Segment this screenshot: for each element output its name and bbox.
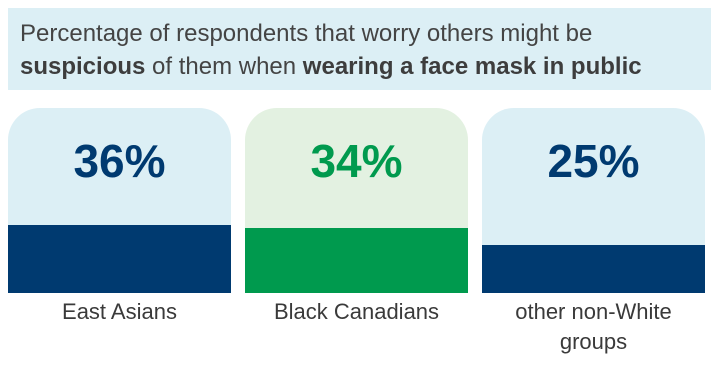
category-label-text: other non-White — [515, 299, 672, 324]
value-label-other-non-white: 25% — [547, 135, 640, 187]
category-label-text: Black Canadians — [273, 299, 440, 324]
bar-card-other-non-white: 25% — [482, 108, 705, 293]
category-label-black-canadians: Black Canadians — [245, 297, 468, 327]
title-line-1: Percentage of respondents that worry oth… — [20, 20, 593, 47]
bar-fill-other-non-white — [482, 245, 705, 293]
category-label-text-line2: groups — [559, 328, 628, 354]
title-emphasis-face-mask: wearing a face mask in public — [302, 53, 642, 80]
chart-title-box: Percentage of respondents that worry oth… — [8, 8, 711, 90]
bar-card-black-canadians: 34% — [245, 108, 468, 293]
bar-fill-east-asians — [8, 225, 231, 293]
bar-fill-black-canadians — [245, 228, 468, 293]
title-connector-text: of them when — [145, 53, 303, 80]
category-label-text: East Asians — [62, 299, 177, 324]
value-label-east-asians: 36% — [73, 135, 166, 187]
value-label-black-canadians: 34% — [310, 135, 403, 187]
title-emphasis-suspicious: suspicious — [20, 53, 146, 80]
bar-card-east-asians: 36% — [8, 108, 231, 293]
category-label-east-asians: East Asians — [8, 297, 231, 327]
title-line-2: suspicious of them when wearing a face m… — [20, 53, 642, 81]
category-label-other-non-white: other non-White groups — [482, 297, 705, 356]
